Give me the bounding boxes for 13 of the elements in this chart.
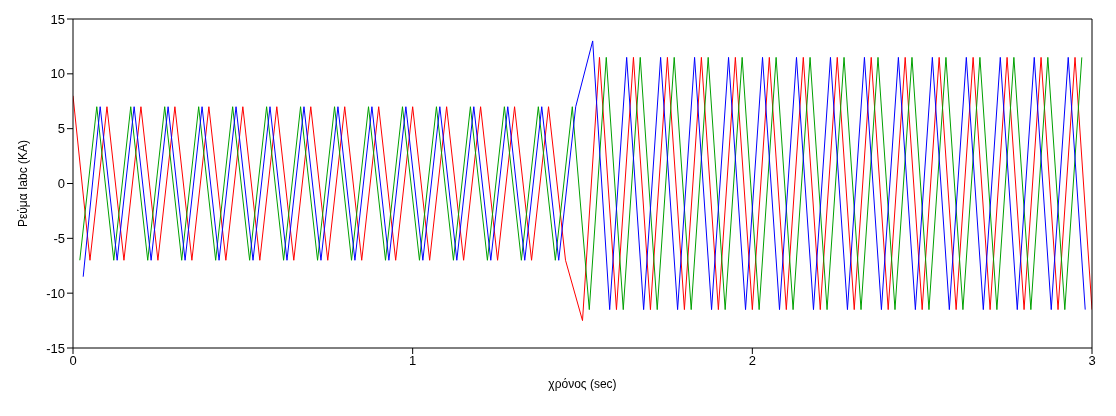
x-tick-label: 3 <box>1088 353 1096 369</box>
y-tick-label: -5 <box>53 230 65 246</box>
y-tick-label: -15 <box>46 340 65 356</box>
y-tick-label: 15 <box>50 11 65 27</box>
y-tick-label: 5 <box>57 121 65 137</box>
y-tick-label: -10 <box>46 285 65 301</box>
x-axis-title: χρόνος (sec) <box>548 377 617 391</box>
y-axis-title: Ρεύμα Iabc (KA) <box>16 139 31 228</box>
x-tick-label: 2 <box>748 353 756 369</box>
y-tick-label: 10 <box>50 66 65 82</box>
x-tick-label: 1 <box>409 353 417 369</box>
y-tick-label: 0 <box>57 176 65 192</box>
x-tick-label: 0 <box>69 353 77 369</box>
